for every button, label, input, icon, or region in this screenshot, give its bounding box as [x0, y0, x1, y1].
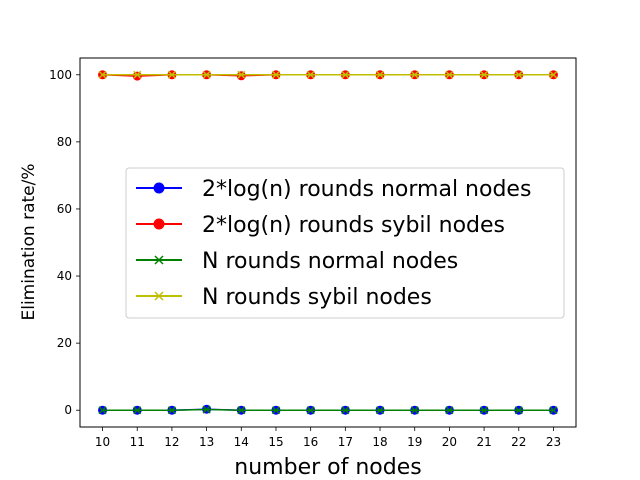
data-point — [341, 70, 350, 79]
data-point — [202, 70, 211, 79]
legend-label: 2*log(n) rounds normal nodes — [202, 177, 531, 202]
legend-frame — [125, 167, 565, 319]
y-axis-ticks: 0 20 40 60 80 100 — [49, 68, 80, 417]
y-tick-label: 20 — [57, 336, 72, 350]
data-point — [306, 406, 315, 415]
x-tick-label: 17 — [338, 435, 353, 449]
legend-label: N rounds normal nodes — [202, 249, 458, 274]
data-point — [98, 406, 107, 415]
data-point — [167, 70, 176, 79]
y-tick-label: 80 — [57, 135, 72, 149]
data-point — [271, 70, 281, 79]
data-point — [271, 406, 281, 415]
data-point — [306, 70, 315, 79]
x-tick-label: 15 — [268, 435, 283, 449]
data-point — [445, 70, 454, 79]
x-tick-label: 14 — [234, 435, 249, 449]
series-layer — [98, 70, 558, 415]
legend-label: 2*log(n) rounds sybil nodes — [202, 213, 505, 238]
data-point — [375, 70, 385, 79]
x-tick-label: 22 — [511, 435, 526, 449]
legend-marker — [154, 255, 164, 265]
legend-item: 2*log(n) rounds sybil nodes — [136, 213, 505, 238]
y-tick-label: 40 — [57, 269, 72, 283]
data-point — [480, 406, 489, 415]
x-tick-label: 21 — [476, 435, 491, 449]
x-axis-ticks: 10 11 12 13 14 15 16 17 18 19 20 21 22 23 — [95, 427, 561, 449]
data-point — [133, 406, 142, 415]
x-axis-label: number of nodes — [234, 455, 421, 480]
x-tick-label: 12 — [164, 435, 179, 449]
data-point — [341, 406, 350, 415]
data-point — [514, 406, 523, 415]
data-point — [549, 70, 558, 79]
y-tick-label: 0 — [64, 403, 72, 417]
y-axis-label: Elimination rate/% — [19, 163, 39, 320]
legend-marker — [153, 218, 165, 230]
data-point — [514, 70, 523, 79]
series-line — [102, 408, 554, 411]
data-point — [237, 406, 246, 415]
x-tick-label: 13 — [199, 435, 214, 449]
data-point — [445, 406, 454, 415]
legend-item: 2*log(n) rounds normal nodes — [136, 177, 531, 202]
data-point — [480, 70, 489, 79]
data-point — [167, 406, 176, 415]
x-tick-label: 16 — [303, 435, 318, 449]
series-3 — [98, 70, 558, 79]
series-2 — [98, 405, 558, 415]
data-point — [202, 405, 211, 414]
data-point — [375, 406, 385, 415]
data-point — [410, 406, 419, 415]
x-tick-label: 18 — [372, 435, 387, 449]
data-point — [132, 71, 142, 81]
x-tick-label: 10 — [95, 435, 110, 449]
data-point — [237, 70, 246, 79]
x-tick-label: 20 — [442, 435, 457, 449]
y-tick-label: 100 — [49, 68, 72, 82]
legend: 2*log(n) rounds normal nodes 2*log(n) rou… — [125, 167, 565, 319]
x-tick-label: 11 — [130, 435, 145, 449]
legend-marker — [154, 291, 164, 301]
data-point — [133, 70, 142, 79]
legend-marker — [153, 182, 165, 194]
data-point — [549, 406, 558, 415]
x-tick-label: 19 — [407, 435, 422, 449]
legend-item: N rounds sybil nodes — [136, 285, 432, 310]
legend-label: N rounds sybil nodes — [202, 285, 432, 310]
y-tick-label: 60 — [57, 202, 72, 216]
x-tick-label: 23 — [546, 435, 561, 449]
data-point — [98, 70, 107, 79]
data-point — [410, 70, 419, 79]
legend-item: N rounds normal nodes — [136, 249, 458, 274]
